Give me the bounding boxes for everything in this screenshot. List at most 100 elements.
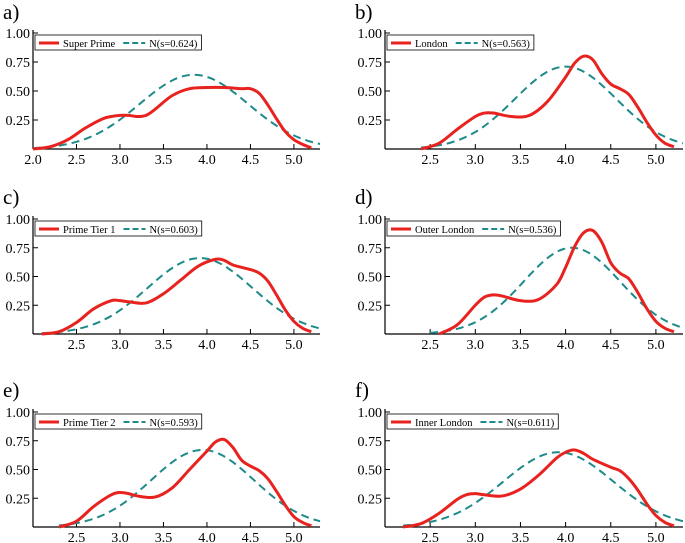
x-tick-label: 3.5: [512, 531, 530, 543]
x-tick-label: 4.0: [557, 338, 575, 353]
panel-label: f): [355, 378, 369, 402]
legend: Inner London N(s=0.611): [386, 413, 559, 430]
panel-f: f) 0.25 0.50 0.75 1.00 2.5 3.0 3.5 4.0 4.5 5.0 Inne…: [355, 378, 684, 543]
x-tick-label: 4.5: [242, 338, 260, 353]
x-tick-label: 4.0: [198, 338, 216, 353]
panel-label: e): [3, 378, 19, 402]
panel-label: a): [3, 0, 19, 24]
legend: Outer London N(s=0.536): [386, 220, 561, 237]
y-tick-label: 0.25: [358, 114, 383, 129]
legend: London N(s=0.563): [386, 34, 535, 51]
legend-normal-label: N(s=0.536): [508, 225, 557, 236]
legend-normal-label: N(s=0.611): [506, 418, 554, 429]
y-tick-label: 1.00: [6, 406, 31, 421]
y-tick-label: 0.25: [6, 492, 31, 507]
x-tick-label: 3.5: [155, 531, 173, 543]
y-tick-label: 0.75: [358, 56, 383, 71]
legend-kde-label: Prime Tier 1: [63, 225, 116, 236]
x-tick-label: 3.0: [111, 153, 129, 168]
legend-normal-label: N(s=0.624): [149, 39, 198, 50]
panel-label: d): [355, 185, 373, 209]
y-tick-label: 0.25: [358, 299, 383, 314]
y-tick-label: 0.50: [358, 85, 383, 100]
x-tick-label: 2.5: [68, 153, 86, 168]
x-tick-label: 3.5: [512, 153, 530, 168]
kde-curve: [438, 228, 675, 336]
legend-normal-label: N(s=0.603): [150, 225, 199, 236]
legend: Super Prime N(s=0.624): [34, 34, 202, 51]
y-tick-label: 0.75: [358, 242, 383, 257]
legend: Prime Tier 1 N(s=0.603): [34, 220, 203, 237]
y-tick-label: 1.00: [6, 27, 31, 42]
x-tick-label: 3.0: [467, 338, 485, 353]
kde-curve: [402, 448, 675, 529]
legend-kde-label: Prime Tier 2: [63, 418, 116, 429]
x-tick-label: 5.0: [285, 153, 303, 168]
x-tick-label: 4.5: [602, 531, 620, 543]
kde-curve: [58, 437, 312, 529]
x-tick-label: 5.0: [647, 338, 665, 353]
x-tick-label: 4.0: [557, 153, 575, 168]
y-tick-label: 0.50: [6, 464, 31, 479]
y-tick-label: 0.25: [6, 299, 31, 314]
kde-curve: [420, 54, 675, 151]
y-tick-label: 0.75: [6, 56, 31, 71]
y-tick-label: 1.00: [358, 406, 383, 421]
x-tick-label: 5.0: [285, 338, 303, 353]
x-tick-label: 4.0: [557, 531, 575, 543]
x-tick-label: 2.5: [421, 153, 439, 168]
normal-curve: [430, 246, 684, 334]
y-tick-label: 0.50: [358, 464, 383, 479]
panel-label: c): [3, 185, 19, 209]
x-tick-label: 4.5: [602, 338, 620, 353]
x-tick-label: 4.5: [602, 153, 620, 168]
y-tick-label: 0.75: [358, 435, 383, 450]
legend-kde-label: Inner London: [415, 418, 473, 429]
x-tick-label: 4.5: [242, 153, 260, 168]
panel-b: b) 0.25 0.50 0.75 1.00 2.5 3.0 3.5 4.0 4.5 5.0 Lond…: [355, 0, 684, 168]
kde-curve: [41, 257, 312, 336]
legend-kde-label: Outer London: [415, 225, 475, 236]
panel-e: e) 0.25 0.50 0.75 1.00 2.5 3.0 3.5 4.0 4.5 5.0 Prim…: [3, 378, 321, 543]
kde-curve: [32, 85, 312, 151]
legend-box: [34, 34, 202, 51]
y-tick-label: 0.25: [358, 492, 383, 507]
y-tick-label: 1.00: [6, 213, 31, 228]
x-tick-label: 3.5: [155, 153, 173, 168]
legend-kde-label: Super Prime: [63, 39, 116, 50]
panel-a: a) 0.25 0.50 0.75 1.00 2.0 2.5 3.0 3.5 4.0 4.5 5.0 S…: [3, 0, 321, 168]
y-tick-label: 1.00: [358, 27, 383, 42]
x-tick-label: 2.5: [421, 338, 439, 353]
panel-c: c) 0.25 0.50 0.75 1.00 2.5 3.0 3.5 4.0 4.5 5.0 Prim…: [3, 185, 321, 353]
legend-box: [34, 220, 203, 237]
x-tick-label: 5.0: [285, 531, 303, 543]
x-tick-label: 3.0: [111, 531, 129, 543]
x-tick-label: 5.0: [647, 153, 665, 168]
x-tick-label: 3.0: [111, 338, 129, 353]
panel-d: d) 0.25 0.50 0.75 1.00 2.5 3.0 3.5 4.0 4.5 5.0 Oute…: [355, 185, 684, 353]
legend-box: [34, 413, 203, 430]
x-tick-label: 2.5: [68, 531, 86, 543]
y-tick-label: 0.50: [6, 271, 31, 286]
y-tick-label: 0.25: [6, 114, 31, 129]
x-tick-label: 5.0: [647, 531, 665, 543]
x-tick-label: 3.5: [155, 338, 173, 353]
normal-curve: [402, 451, 684, 527]
legend: Prime Tier 2 N(s=0.593): [34, 413, 203, 430]
x-tick-label: 4.5: [242, 531, 260, 543]
normal-curve: [421, 65, 684, 149]
x-tick-label: 2.0: [24, 153, 42, 168]
y-tick-label: 1.00: [358, 213, 383, 228]
normal-curve: [58, 448, 321, 527]
y-tick-label: 0.75: [6, 242, 31, 257]
legend-normal-label: N(s=0.593): [150, 418, 199, 429]
legend-normal-label: N(s=0.563): [482, 39, 531, 50]
legend-box: [386, 220, 561, 237]
y-tick-label: 0.50: [358, 271, 383, 286]
x-tick-label: 2.5: [421, 531, 439, 543]
x-tick-label: 2.5: [68, 338, 86, 353]
legend-box: [386, 413, 559, 430]
legend-kde-label: London: [415, 39, 448, 50]
y-tick-label: 0.75: [6, 435, 31, 450]
